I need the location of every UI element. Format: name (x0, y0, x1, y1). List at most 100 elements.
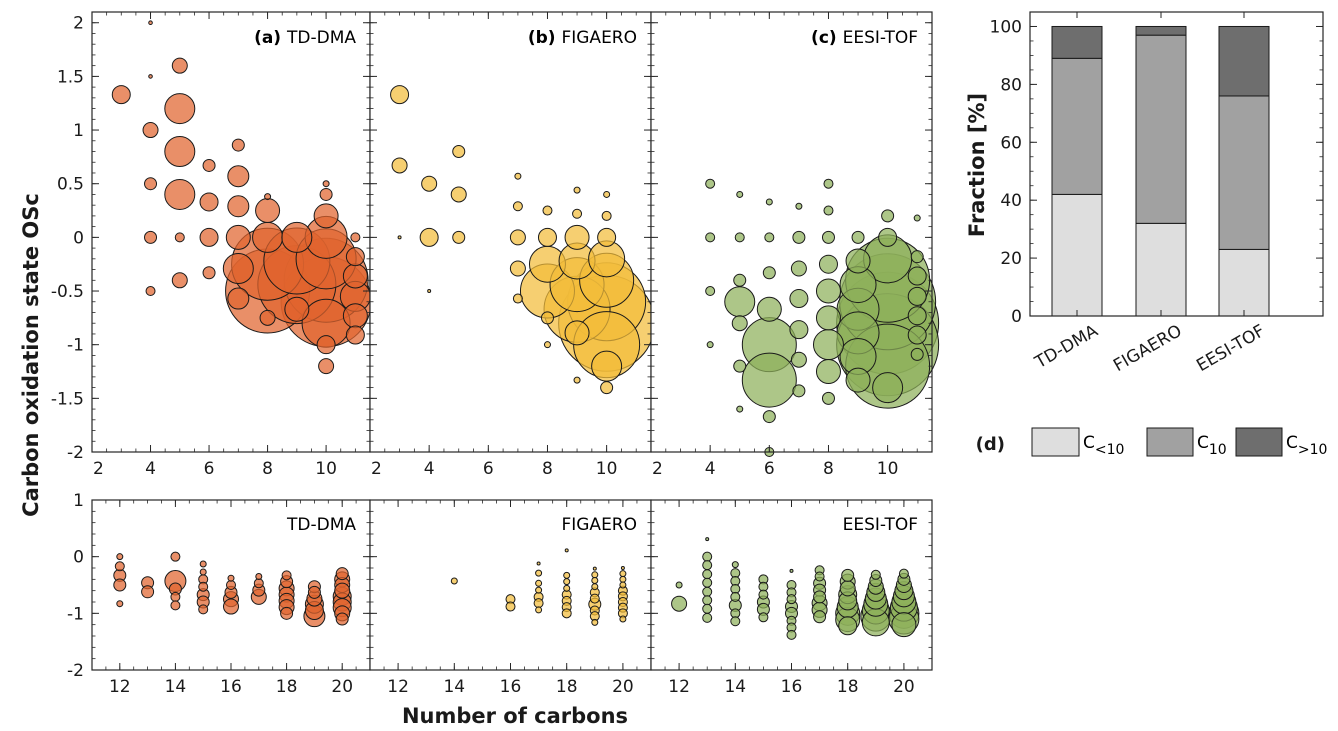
data-point (872, 372, 904, 404)
panel-name: FIGAERO (561, 515, 637, 535)
data-point (225, 224, 251, 250)
legend-label-base: C (1083, 433, 1095, 453)
x-tick-label: 4 (145, 459, 156, 479)
x-tick-label: 14 (724, 677, 746, 697)
data-point (762, 410, 776, 424)
y-tick-label: -1.5 (51, 389, 84, 409)
data-point (733, 359, 747, 373)
x-tick-label: 10 (877, 459, 899, 479)
data-point (591, 583, 599, 591)
data-point (839, 580, 856, 597)
scatter-panel-4 (369, 499, 652, 671)
data-point (792, 230, 806, 244)
data-point (535, 586, 543, 594)
data-point (512, 293, 523, 304)
y-tick-label: 1 (73, 121, 84, 141)
y-tick-label: 1 (73, 491, 84, 511)
legend-label: C<10 (1083, 433, 1124, 458)
data-point (114, 561, 125, 572)
panel-tag: (c) (811, 28, 843, 48)
data-point (535, 579, 543, 587)
data-point (450, 186, 467, 203)
x-tick-label: 2 (652, 459, 663, 479)
data-point (335, 567, 349, 581)
data-point (756, 296, 782, 322)
data-point (765, 198, 773, 206)
data-point (814, 571, 825, 582)
panel-title: (c) EESI-TOF (811, 28, 918, 48)
x-tick-label: 10 (596, 459, 618, 479)
data-point (335, 612, 349, 626)
data-point (198, 604, 209, 615)
data-point (619, 615, 627, 623)
data-point (164, 93, 196, 125)
data-point (702, 595, 713, 606)
legend-swatch (1146, 427, 1194, 457)
data-point (591, 576, 599, 584)
data-point (601, 210, 612, 221)
data-point (573, 186, 581, 194)
data-point (322, 180, 330, 188)
data-point (705, 286, 716, 297)
data-point (724, 286, 756, 318)
data-point (591, 350, 623, 382)
data-point (572, 208, 583, 219)
y-tick-label: 0 (1011, 307, 1022, 327)
data-point (145, 286, 156, 297)
y-tick-label: -2 (67, 661, 84, 681)
scatter-panel-5 (650, 499, 933, 671)
data-point (731, 315, 748, 332)
data-point (142, 122, 159, 139)
data-point (164, 178, 196, 210)
data-point (790, 351, 807, 368)
x-tick-label: 12 (668, 677, 690, 697)
bar-segment (1051, 57, 1103, 195)
data-point (603, 190, 611, 198)
panel-frame (650, 11, 933, 453)
data-point (223, 598, 239, 615)
data-point (702, 603, 713, 614)
data-point (537, 227, 557, 247)
x-tick-label: 18 (556, 677, 578, 697)
data-point (741, 352, 797, 408)
data-point (731, 561, 739, 569)
legend-label-sub: <10 (1095, 442, 1125, 458)
data-point (702, 577, 713, 588)
data-point (845, 248, 871, 274)
data-point (838, 616, 858, 636)
data-point (318, 358, 335, 375)
bar-segment (1218, 248, 1270, 317)
data-point (171, 57, 188, 74)
data-point (734, 232, 745, 243)
data-point (870, 569, 881, 580)
data-point (148, 20, 153, 26)
data-point (591, 571, 599, 579)
data-point (170, 600, 181, 611)
data-point (542, 205, 553, 216)
y-tick-label: -0.5 (51, 282, 84, 302)
legend-label-base: C (1197, 433, 1209, 453)
data-point (821, 230, 835, 244)
plot-layer (91, 11, 1324, 671)
x-tick-label: 16 (220, 677, 242, 697)
data-point (227, 574, 235, 582)
data-point (509, 229, 526, 246)
x-tick-label: 8 (262, 459, 273, 479)
bar-segment (1051, 193, 1103, 317)
y-tick-label: 2 (73, 14, 84, 34)
data-point (818, 254, 838, 274)
data-point (786, 594, 797, 605)
y-tick-label: 0 (73, 228, 84, 248)
data-point (342, 263, 368, 289)
data-point (597, 227, 617, 247)
data-point (564, 320, 590, 346)
data-point (319, 187, 333, 201)
bar-segment (1135, 222, 1187, 317)
panel-name: TD-DMA (286, 515, 356, 535)
panel-background (370, 500, 651, 670)
data-point (231, 138, 245, 152)
data-point (280, 606, 294, 620)
data-point (702, 569, 713, 580)
data-point (910, 250, 924, 264)
